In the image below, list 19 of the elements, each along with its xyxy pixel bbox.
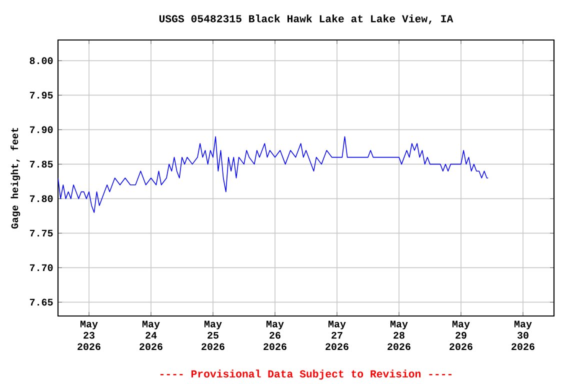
x-tick-label: May 24 2026: [140, 320, 162, 350]
y-tick-label: 7.90: [30, 126, 53, 134]
y-axis-title: Gage height, feet: [10, 128, 20, 229]
y-tick-label: 7.70: [30, 264, 53, 272]
x-tick-label: May 27 2026: [326, 320, 348, 350]
y-tick-label: 7.85: [30, 160, 53, 168]
y-tick-label: 8.00: [30, 57, 53, 64]
x-tick-label: May 30 2026: [512, 320, 534, 350]
x-tick-label: May 25 2026: [202, 320, 224, 350]
x-tick-label: May 29 2026: [450, 320, 472, 350]
chart-title: USGS 05482315 Black Hawk Lake at Lake View, IA: [159, 14, 454, 24]
x-tick-label: May 23 2026: [78, 320, 100, 350]
x-tick-label: May 26 2026: [264, 320, 286, 350]
text: ---- Provisional Data Subject to Revision ----: [160, 370, 452, 380]
y-tick-label: 7.65: [30, 298, 53, 306]
x-tick-label: May 28 2026: [388, 320, 410, 350]
y-tick-label: 7.75: [30, 230, 53, 237]
y-tick-label: 7.80: [30, 195, 53, 202]
y-tick-label: 7.95: [30, 92, 53, 99]
